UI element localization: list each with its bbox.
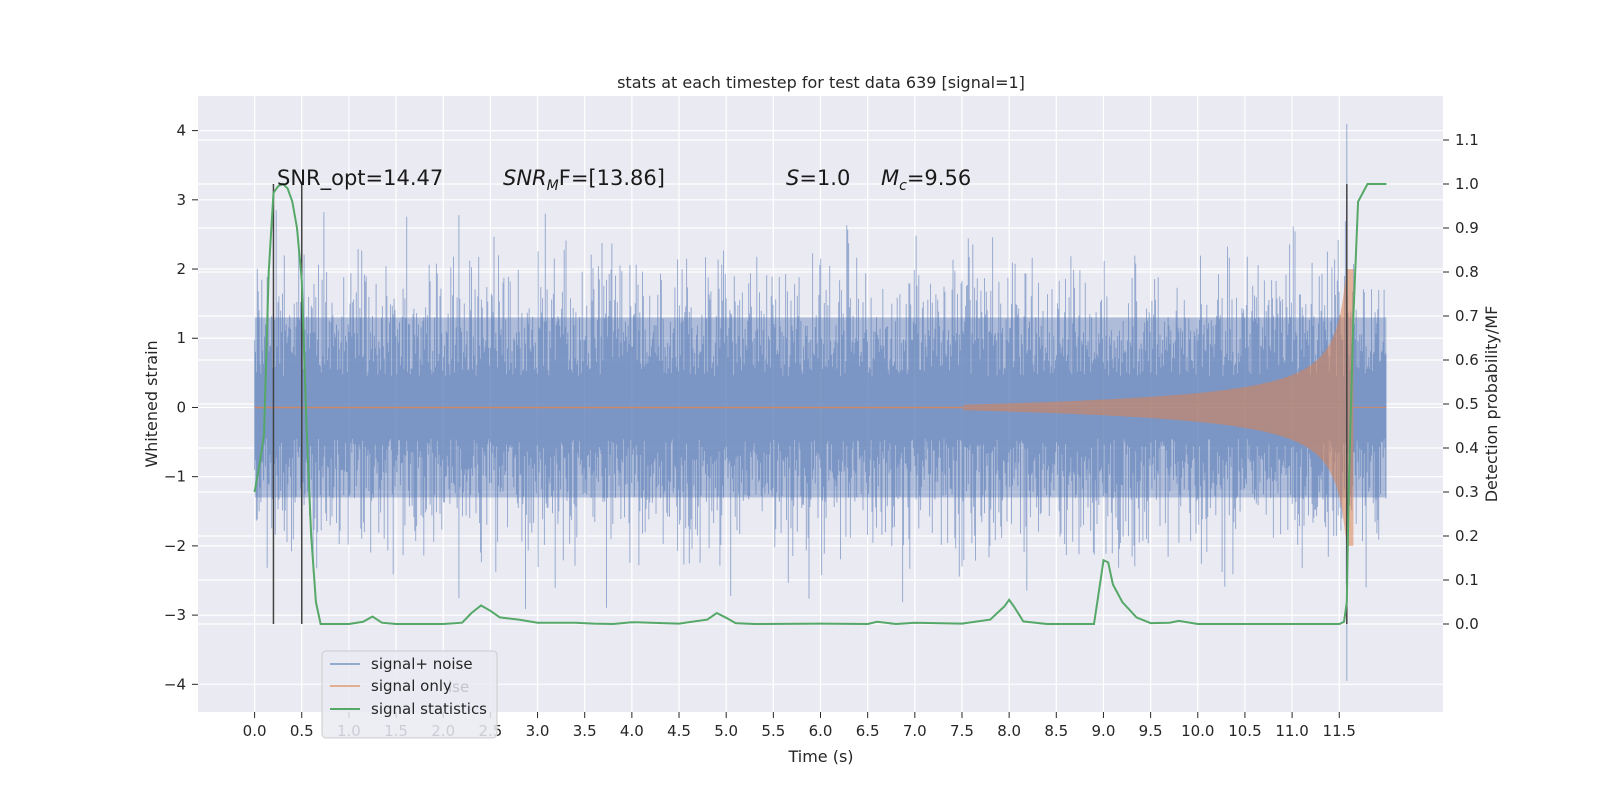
x-tick-label: 11.0: [1275, 722, 1308, 740]
legend-label-signal-only: signal only: [371, 677, 452, 695]
annotation-s-main: S: [786, 166, 799, 190]
annotation-s-rest: =1.0: [799, 166, 850, 190]
x-tick-label: 10.0: [1181, 722, 1214, 740]
x-tick-label: 9.5: [1139, 722, 1163, 740]
y-left-tick-label: 2: [176, 260, 186, 278]
x-tick-label: 3.0: [526, 722, 550, 740]
y-left-tick-label: 4: [176, 122, 186, 140]
x-tick-label: 0.5: [290, 722, 314, 740]
y-right-tick-label: 0.4: [1455, 439, 1479, 457]
y-left-tick-label: −1: [164, 468, 186, 486]
x-tick-label: 4.5: [667, 722, 691, 740]
y-left-tick-label: 0: [176, 398, 186, 416]
x-tick-label: 4.0: [620, 722, 644, 740]
legend-label-signal-statistics: signal statistics: [371, 700, 487, 718]
y-right-tick-label: 0.6: [1455, 351, 1479, 369]
x-tick-label: 6.5: [856, 722, 880, 740]
legend-ghost-text: ise: [448, 678, 469, 696]
y-right-tick-label: 1.1: [1455, 131, 1479, 149]
annotation-mc: Mc=9.56: [881, 166, 971, 194]
y-axis-left-ticks: 4 3 2 1 0 −1 −2 −3 −4: [164, 122, 198, 693]
y-axis-right-ticks: 1.1 1.0 0.9 0.8 0.7 0.6 0.5 0.4 0.3 0.2 0.1 0.0: [1443, 131, 1479, 633]
annotation-snr-opt: SNR_opt=14.47: [277, 166, 443, 191]
y-right-tick-label: 0.9: [1455, 219, 1479, 237]
x-tick-label: 9.0: [1092, 722, 1116, 740]
legend-label-signal-noise: signal+ noise: [371, 655, 473, 673]
signal-only-envelope: [962, 269, 1354, 546]
y-right-tick-label: 0.2: [1455, 527, 1479, 545]
x-tick-label: 0.0: [243, 722, 267, 740]
chart-title: stats at each timestep for test data 639…: [617, 73, 1025, 92]
annotation-snr-mf-main: SNR: [503, 166, 547, 190]
annotation-snr-mf-sub: M: [547, 178, 559, 194]
legend: ise signal+ noise signal only signal sta…: [321, 650, 498, 739]
x-tick-label: 7.0: [903, 722, 927, 740]
x-tick-label: 3.5: [573, 722, 597, 740]
x-tick-label: 5.0: [714, 722, 738, 740]
signal-statistics-series: [253, 182, 1387, 626]
x-tick-label: 5.5: [761, 722, 785, 740]
x-tick-label: 8.0: [997, 722, 1021, 740]
annotation-mc-rest: =9.56: [907, 166, 971, 190]
x-tick-label: 8.5: [1044, 722, 1068, 740]
y-right-tick-label: 0.1: [1455, 571, 1479, 589]
y-left-tick-label: −4: [164, 675, 186, 693]
annotation-mc-main: M: [881, 166, 899, 190]
annotation-s: S=1.0: [786, 166, 850, 190]
annotation-mc-sub: c: [899, 178, 907, 194]
y-left-tick-label: −2: [164, 537, 186, 555]
y-right-tick-label: 0.7: [1455, 307, 1479, 325]
x-tick-label: 6.0: [809, 722, 833, 740]
annotation-snr-mf: SNRMF=[13.86]: [503, 166, 665, 194]
y-left-tick-label: 1: [176, 329, 186, 347]
annotation-snr-mf-rest: F=[13.86]: [559, 166, 665, 190]
annotations: SNR_opt=14.47 SNRMF=[13.86] S=1.0 Mc=9.5…: [277, 166, 971, 194]
y-left-tick-label: −3: [164, 606, 186, 624]
y-right-tick-label: 0.3: [1455, 483, 1479, 501]
y-axis-right-label: Detection probability/MF: [1482, 306, 1501, 503]
y-left-tick-label: 3: [176, 191, 186, 209]
legend-box: [321, 650, 498, 739]
signal-only-series: [254, 269, 1387, 546]
x-axis-label: Time (s): [787, 747, 853, 766]
y-right-tick-label: 0.5: [1455, 395, 1479, 413]
y-right-tick-label: 1.0: [1455, 175, 1479, 193]
y-right-tick-label: 0.8: [1455, 263, 1479, 281]
x-tick-label: 11.5: [1323, 722, 1356, 740]
x-tick-label: 7.5: [950, 722, 974, 740]
y-axis-left-label: Whitened strain: [142, 340, 161, 467]
x-tick-label: 10.5: [1228, 722, 1261, 740]
y-right-tick-label: 0.0: [1455, 615, 1479, 633]
